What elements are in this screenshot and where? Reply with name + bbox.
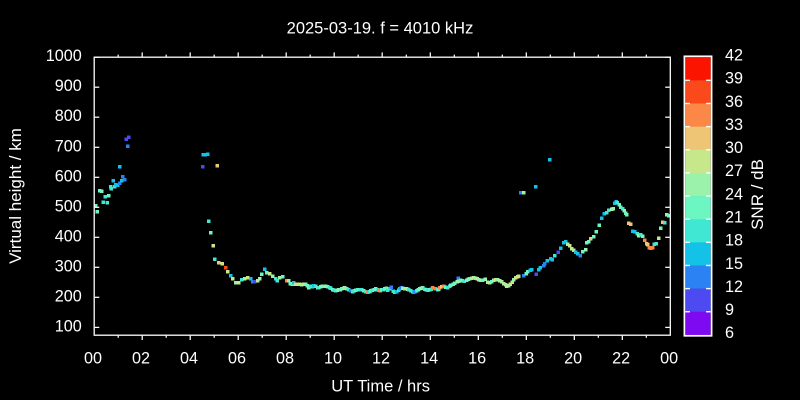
svg-text:27: 27: [725, 162, 743, 180]
svg-text:02: 02: [132, 349, 150, 367]
svg-text:06: 06: [228, 349, 246, 367]
svg-text:UT Time / hrs: UT Time / hrs: [331, 377, 430, 395]
svg-text:100: 100: [55, 317, 82, 335]
svg-text:14: 14: [420, 349, 438, 367]
svg-text:24: 24: [725, 185, 743, 203]
svg-text:6: 6: [725, 324, 734, 342]
svg-text:20: 20: [564, 349, 582, 367]
svg-text:300: 300: [55, 257, 82, 275]
svg-text:42: 42: [725, 47, 743, 65]
svg-text:00: 00: [660, 349, 678, 367]
svg-text:22: 22: [612, 349, 630, 367]
svg-text:39: 39: [725, 70, 743, 88]
svg-text:200: 200: [55, 287, 82, 305]
svg-text:16: 16: [468, 349, 486, 367]
svg-text:12: 12: [372, 349, 390, 367]
svg-text:500: 500: [55, 197, 82, 215]
svg-text:04: 04: [180, 349, 198, 367]
svg-text:18: 18: [516, 349, 534, 367]
svg-text:700: 700: [55, 137, 82, 155]
svg-text:00: 00: [84, 349, 102, 367]
svg-text:33: 33: [725, 116, 743, 134]
svg-text:800: 800: [55, 107, 82, 125]
svg-text:36: 36: [725, 93, 743, 111]
svg-text:400: 400: [55, 227, 82, 245]
svg-text:600: 600: [55, 167, 82, 185]
svg-text:Virtual height / km: Virtual height / km: [6, 128, 25, 264]
svg-text:9: 9: [725, 301, 734, 319]
svg-text:10: 10: [324, 349, 342, 367]
svg-text:15: 15: [725, 255, 743, 273]
svg-text:21: 21: [725, 209, 743, 227]
svg-text:30: 30: [725, 139, 743, 157]
svg-text:SNR / dB: SNR / dB: [748, 159, 767, 230]
svg-text:12: 12: [725, 278, 743, 296]
svg-text:1000: 1000: [46, 47, 82, 65]
svg-text:08: 08: [276, 349, 294, 367]
svg-text:900: 900: [55, 77, 82, 95]
svg-text:18: 18: [725, 232, 743, 250]
svg-text:2025-03-19. f = 4010 kHz: 2025-03-19. f = 4010 kHz: [287, 19, 474, 37]
